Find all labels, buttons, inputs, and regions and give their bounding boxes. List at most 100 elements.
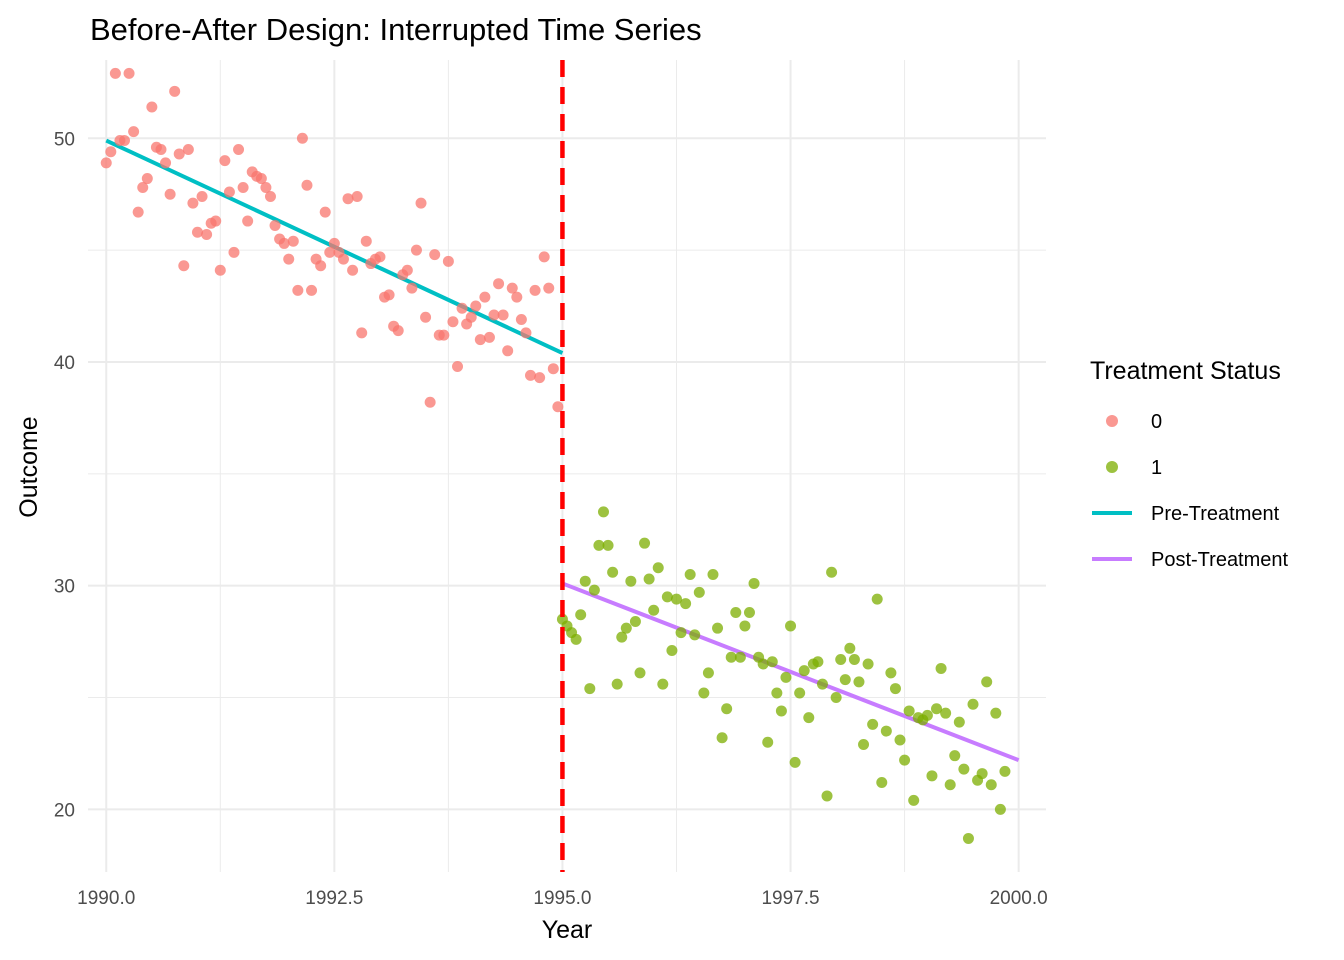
data-point-series-1 — [648, 604, 660, 616]
legend-label: 1 — [1151, 457, 1162, 479]
data-point-series-0 — [520, 327, 532, 339]
data-point-series-1 — [670, 593, 682, 605]
data-point-series-0 — [324, 246, 336, 258]
data-point-series-0 — [178, 260, 190, 272]
data-point-series-1 — [639, 537, 651, 549]
y-tick-labels: 20 30 40 50 — [54, 129, 75, 821]
data-point-series-0 — [155, 143, 167, 155]
data-point-series-1 — [611, 678, 623, 690]
data-point-series-0 — [164, 188, 176, 200]
data-point-series-0 — [442, 255, 454, 267]
data-point-series-1 — [826, 566, 838, 578]
data-point-series-0 — [292, 284, 304, 296]
data-point-series-0 — [237, 182, 249, 194]
data-point-series-0 — [187, 197, 199, 209]
data-point-series-1 — [880, 725, 892, 737]
data-point-series-0 — [146, 101, 158, 113]
data-point-series-1 — [926, 770, 938, 782]
data-point-series-0 — [118, 135, 130, 147]
data-point-series-1 — [780, 671, 792, 683]
data-point-series-0 — [493, 278, 505, 290]
data-point-series-0 — [483, 331, 495, 343]
x-tick-labels: 1990.0 1992.5 1995.0 1997.5 2000.0 — [77, 888, 1048, 909]
data-point-series-1 — [976, 768, 988, 780]
data-point-series-1 — [734, 651, 746, 663]
data-point-series-0 — [228, 246, 240, 258]
data-point-series-1 — [597, 506, 609, 518]
data-point-series-0 — [283, 253, 295, 265]
data-point-series-1 — [899, 754, 911, 766]
data-point-series-0 — [315, 260, 327, 272]
data-point-series-1 — [789, 756, 801, 768]
data-point-series-1 — [821, 790, 833, 802]
data-point-series-0 — [543, 282, 555, 294]
data-point-series-1 — [666, 645, 678, 657]
data-point-series-0 — [287, 235, 299, 247]
data-point-series-1 — [990, 707, 1002, 719]
data-point-series-0 — [269, 220, 281, 232]
data-point-series-1 — [848, 653, 860, 665]
data-point-series-0 — [260, 182, 272, 194]
data-point-series-1 — [862, 658, 874, 670]
data-point-series-0 — [438, 329, 450, 341]
y-tick-label: 40 — [54, 353, 75, 374]
data-point-series-1 — [794, 687, 806, 699]
data-point-series-1 — [716, 732, 728, 744]
legend-key-point — [1106, 415, 1118, 427]
data-point-series-0 — [552, 401, 564, 413]
data-point-series-1 — [725, 651, 737, 663]
data-point-series-0 — [337, 253, 349, 265]
data-point-series-1 — [940, 707, 952, 719]
data-point-series-0 — [128, 126, 140, 138]
data-point-series-0 — [351, 190, 363, 202]
data-point-series-1 — [894, 734, 906, 746]
data-point-series-0 — [347, 264, 359, 276]
data-point-series-1 — [885, 667, 897, 679]
data-point-series-1 — [830, 692, 842, 704]
data-point-series-1 — [680, 598, 692, 610]
data-point-series-1 — [967, 698, 979, 710]
data-point-series-1 — [675, 627, 687, 639]
data-point-series-1 — [570, 633, 582, 645]
data-point-series-1 — [853, 676, 865, 688]
data-point-series-1 — [985, 779, 997, 791]
data-point-series-1 — [999, 765, 1011, 777]
x-tick-label: 1995.0 — [533, 888, 591, 909]
data-point-series-1 — [575, 609, 587, 621]
data-point-series-1 — [657, 678, 669, 690]
data-point-series-0 — [525, 369, 537, 381]
data-point-series-0 — [356, 327, 368, 339]
x-tick-label: 2000.0 — [990, 888, 1048, 909]
data-point-series-1 — [607, 566, 619, 578]
data-point-series-1 — [775, 705, 787, 717]
y-axis-title: Outcome — [15, 416, 43, 517]
data-point-series-1 — [871, 593, 883, 605]
data-point-series-1 — [889, 683, 901, 695]
data-point-series-1 — [588, 584, 600, 596]
data-point-series-1 — [643, 573, 655, 585]
data-point-series-0 — [201, 228, 213, 240]
chart-title: Before-After Design: Interrupted Time Se… — [90, 12, 702, 47]
data-point-series-1 — [602, 539, 614, 551]
data-point-series-0 — [306, 284, 318, 296]
data-point-series-1 — [661, 591, 673, 603]
data-point-series-0 — [242, 215, 254, 227]
data-point-series-0 — [214, 264, 226, 276]
data-point-series-1 — [652, 562, 664, 574]
x-tick-label: 1990.0 — [77, 888, 135, 909]
data-point-series-1 — [693, 586, 705, 598]
data-point-series-1 — [762, 736, 774, 748]
data-point-series-1 — [785, 620, 797, 632]
data-point-series-0 — [506, 282, 518, 294]
data-point-series-1 — [958, 763, 970, 775]
data-point-series-0 — [538, 251, 550, 263]
data-point-series-1 — [949, 750, 961, 762]
data-point-series-0 — [410, 244, 422, 256]
data-point-series-0 — [191, 226, 203, 238]
data-point-series-0 — [173, 148, 185, 160]
data-point-series-0 — [401, 264, 413, 276]
data-point-series-0 — [479, 291, 491, 303]
data-point-series-0 — [424, 396, 436, 408]
data-point-series-0 — [169, 85, 181, 97]
